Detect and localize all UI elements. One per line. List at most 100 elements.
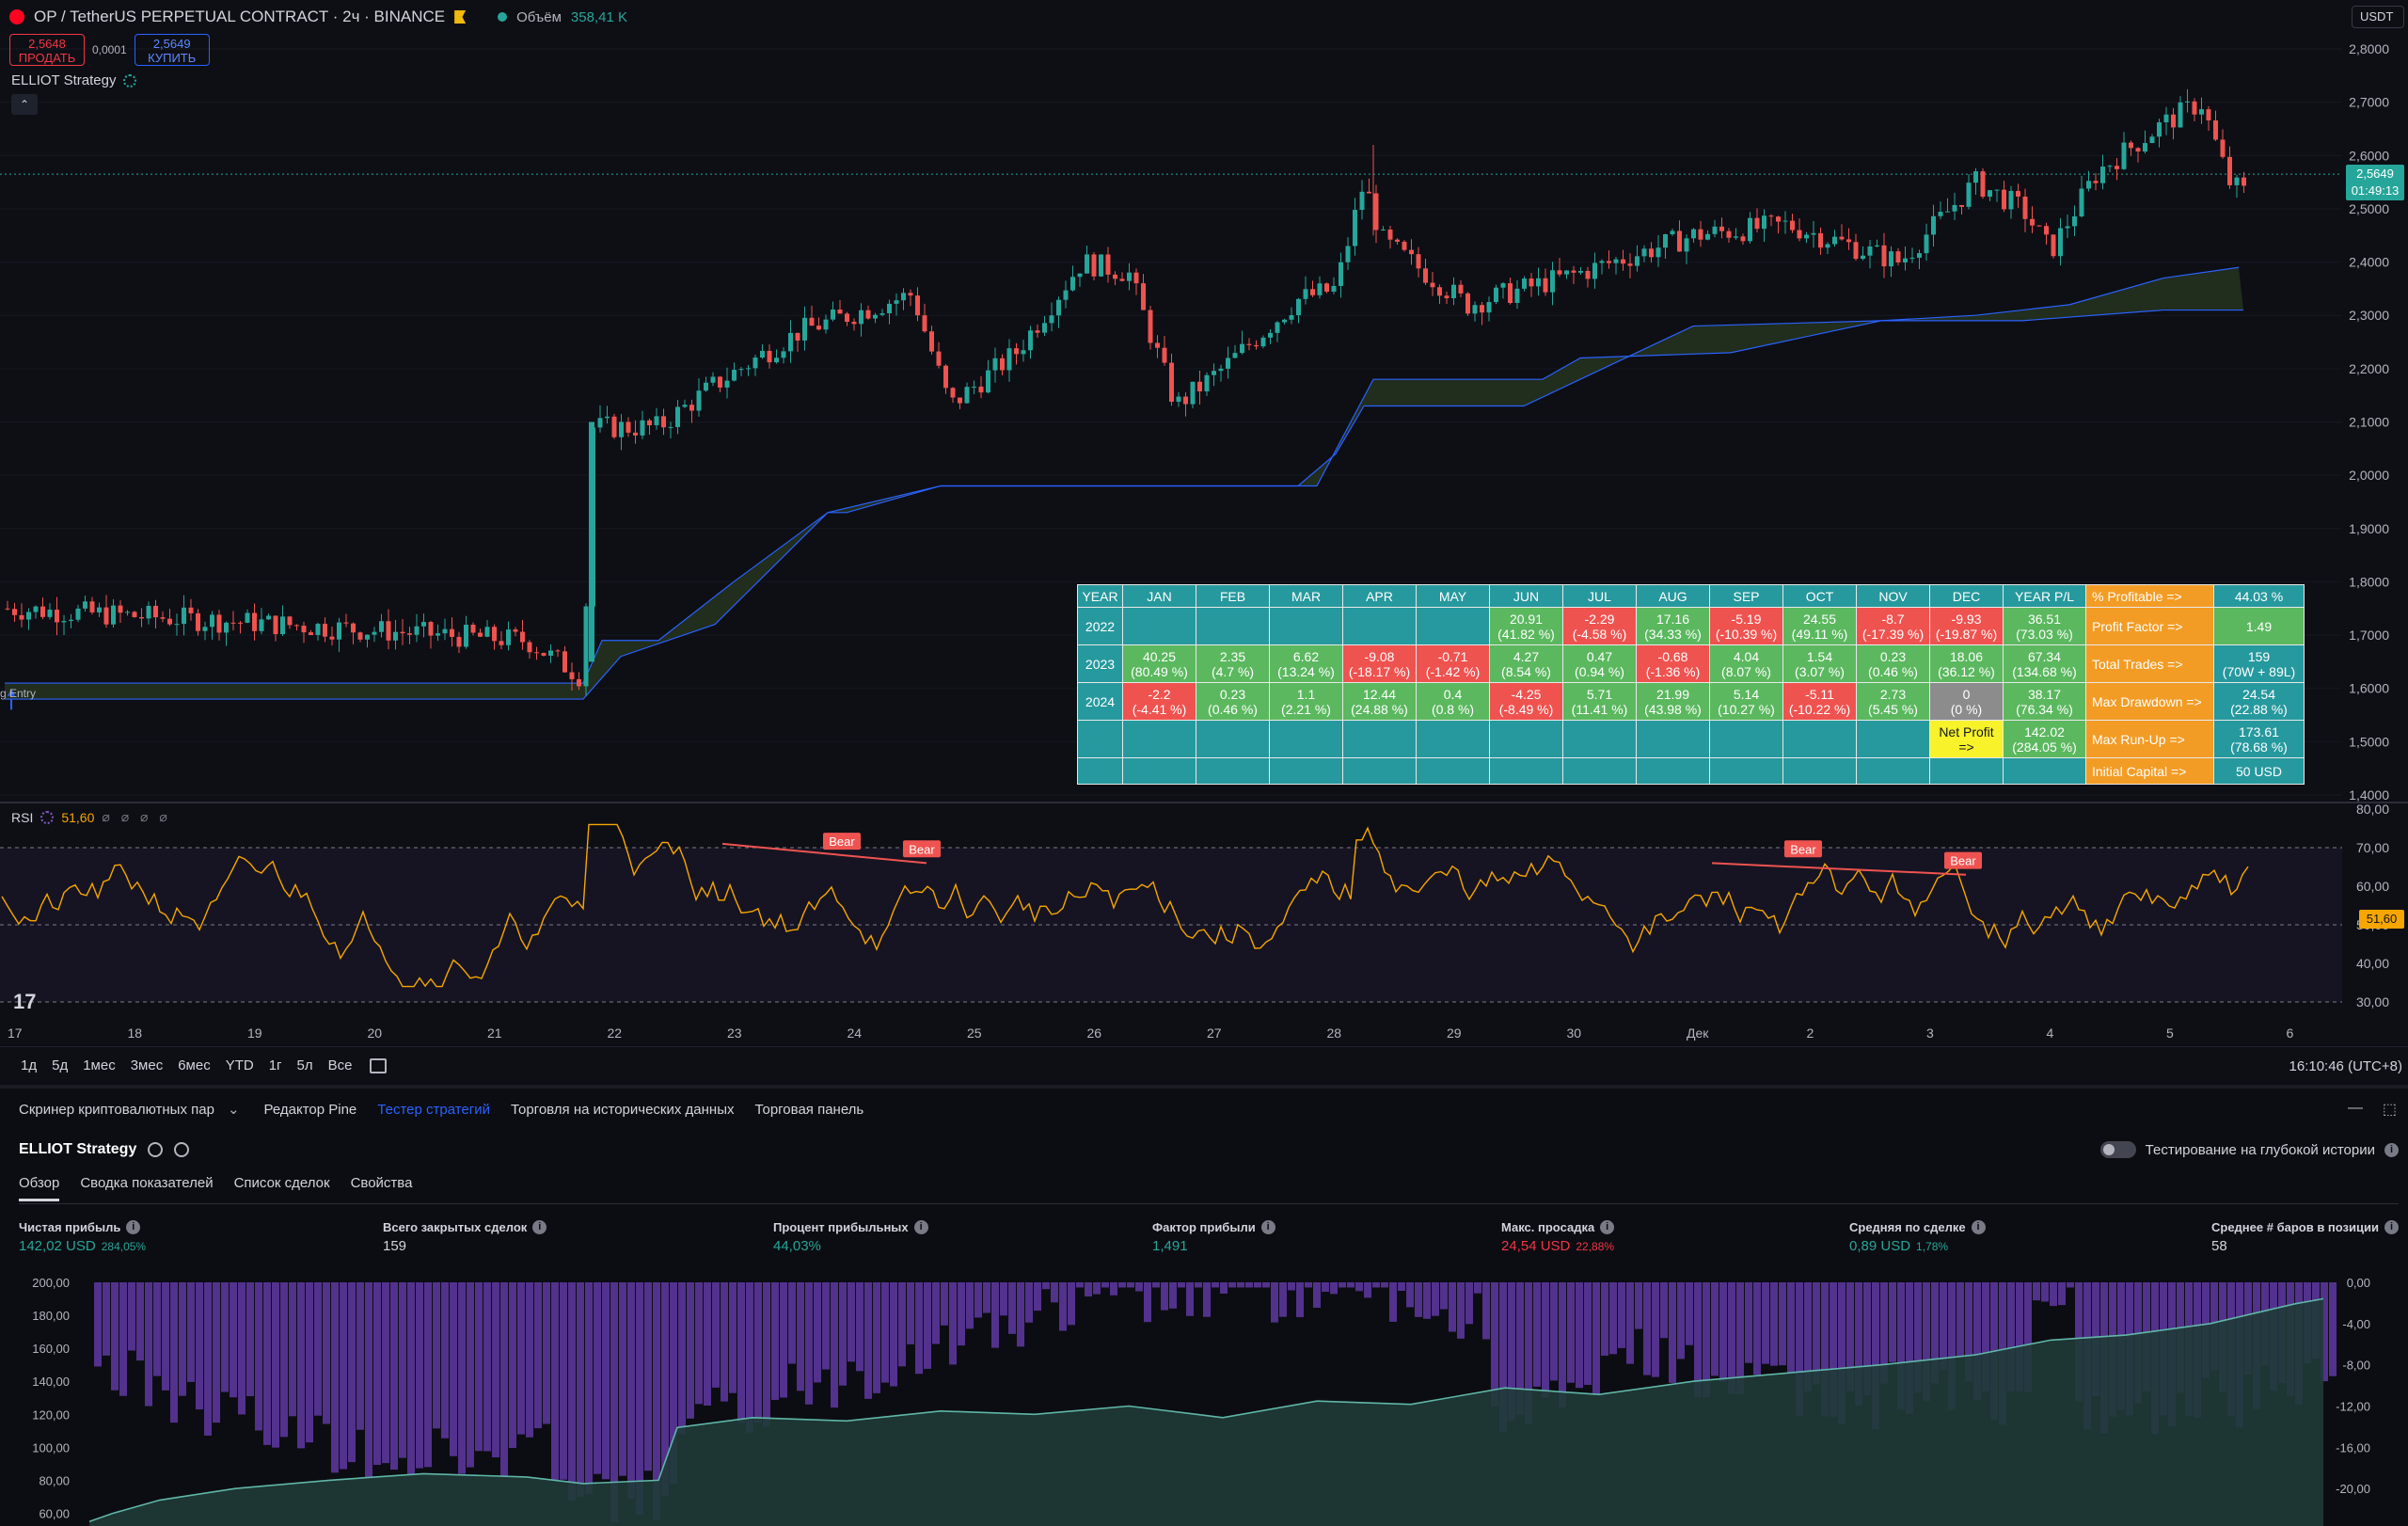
collapse-legend-button[interactable]: ⌃ (11, 94, 38, 115)
rsi-legend[interactable]: RSI 51,60 ⌀ ⌀ ⌀ ⌀ (11, 809, 171, 825)
clock[interactable]: 16:10:46 (UTC+8) (2289, 1058, 2402, 1074)
stat-label: % Profitable => (2085, 584, 2214, 608)
range-button[interactable]: 1г (268, 1057, 282, 1073)
sub-tab[interactable]: Сводка показателей (80, 1175, 214, 1191)
cell-value: 0.23 (1219, 686, 1246, 702)
month-cell: -8.7 (-17.39 %) (1856, 607, 1930, 645)
panel-tab[interactable]: Редактор Pine (263, 1101, 357, 1118)
empty-cell (1077, 757, 1123, 785)
range-button[interactable]: 3мес (130, 1057, 164, 1073)
candle-body (2213, 119, 2218, 140)
info-icon[interactable]: i (1260, 1220, 1275, 1234)
drawdown-bar (924, 1282, 931, 1369)
panel-tab[interactable]: Торговля на исторических данных (511, 1101, 735, 1118)
drawdown-bar (111, 1282, 119, 1391)
flag-icon[interactable] (454, 10, 467, 24)
panel-tab[interactable]: Торговая панель (754, 1101, 864, 1118)
drawdown-bar (170, 1282, 178, 1423)
drawdown-axis-label: -8,00 (2342, 1359, 2370, 1373)
settings-icon[interactable] (148, 1142, 164, 1157)
sub-tab[interactable]: Список сделок (233, 1175, 330, 1191)
sub-tab[interactable]: Обзор (19, 1175, 60, 1201)
candle-body (626, 421, 631, 433)
cell-pct: (2.21 %) (1281, 701, 1331, 717)
deep-backtest-toggle[interactable] (2099, 1141, 2136, 1158)
info-icon[interactable]: i (1600, 1220, 1615, 1234)
drawdown-bar (856, 1282, 863, 1372)
candle-body (1705, 233, 1710, 240)
sell-button[interactable]: 2,5648 ПРОДАТЬ (9, 34, 85, 66)
sub-tab[interactable]: Свойства (350, 1175, 413, 1191)
info-icon[interactable]: i (126, 1220, 141, 1234)
time-axis-label: 21 (487, 1025, 502, 1041)
time-axis-label: 30 (1566, 1025, 1582, 1041)
candle-body (2115, 166, 2119, 169)
drawdown-bar (407, 1282, 415, 1475)
range-button[interactable]: 5д (52, 1057, 69, 1073)
candle-body (809, 317, 815, 326)
candle-body (294, 625, 299, 627)
equity-chart[interactable]: 200,00 180,00 160,00 140,00 120,00 100,00 80,0… (0, 1267, 2408, 1526)
table-header-cell: JUN (1489, 584, 1563, 608)
bear-label-text: Bear (1790, 842, 1816, 856)
info-icon[interactable]: i (532, 1220, 547, 1234)
empty-cell (1122, 757, 1196, 785)
month-cell: -2.29 (-4.58 %) (1562, 607, 1637, 645)
metric-label: Всего закрытых сделок i (383, 1220, 547, 1234)
drawdown-bar (1423, 1282, 1431, 1319)
drawdown-bar (289, 1282, 296, 1417)
candle-body (83, 601, 87, 609)
drawdown-bar (441, 1282, 449, 1439)
time-axis-label: 18 (127, 1025, 143, 1041)
candle-body (1571, 270, 1576, 273)
cell-value: -5.19 (1731, 611, 1762, 627)
tradingview-logo[interactable]: 17 (13, 990, 37, 1013)
candle-body (400, 631, 405, 634)
candle-body (837, 310, 843, 314)
minimize-icon[interactable]: — (2348, 1100, 2363, 1116)
info-icon[interactable]: i (2384, 1220, 2399, 1234)
symbol-title[interactable]: OP / TetherUS PERPETUAL CONTRACT · 2ч · … (34, 8, 446, 25)
empty-cell (1856, 757, 1930, 785)
month-cell: 4.04 (8.07 %) (1709, 644, 1783, 683)
calendar-icon[interactable] (369, 1057, 387, 1073)
time-axis-label: 27 (1207, 1025, 1222, 1041)
price-chart[interactable]: 2,8000 2,7000 2,6000 2,5000 2,4000 2,3000 2,20… (0, 0, 2408, 804)
candle-body (1127, 272, 1132, 281)
market-status-icon (498, 12, 508, 22)
candle-body (118, 605, 123, 613)
cell-value: 0.23 (1879, 648, 1907, 664)
drawdown-bar (551, 1282, 559, 1481)
range-button[interactable]: 6мес (178, 1057, 211, 1073)
panel-tab[interactable]: Тестер стратегий (377, 1101, 490, 1118)
equity-axis-label: 160,00 (32, 1342, 70, 1356)
range-button[interactable]: 5л (296, 1057, 313, 1073)
chevron-down-icon[interactable]: ⌄ (227, 1102, 240, 1118)
range-button[interactable]: Все (327, 1057, 353, 1073)
strategy-legend[interactable]: ELLIOT Strategy (11, 72, 137, 88)
cell-value: 1.49 (2245, 618, 2273, 634)
cell-pct: (-17.39 %) (1861, 626, 1925, 642)
info-icon[interactable]: i (913, 1220, 928, 1234)
range-button[interactable]: YTD (225, 1057, 254, 1073)
range-button[interactable]: 1мес (83, 1057, 116, 1073)
drawdown-bar (297, 1282, 305, 1449)
cell-value: 173.61 (2239, 723, 2279, 739)
maximize-icon[interactable]: ⬚ (2382, 1102, 2397, 1118)
info-icon[interactable]: i (1971, 1220, 1986, 1234)
chart-area[interactable]: 2,8000 2,7000 2,6000 2,5000 2,4000 2,3000 2,20… (0, 0, 2408, 1044)
year-cell: 2022 (1077, 607, 1123, 645)
candle-body (301, 626, 307, 633)
buy-button[interactable]: 2,5649 КУПИТЬ (134, 34, 210, 66)
rsi-pane[interactable]: 80,0070,0060,0050,0040,0030,00BearBearBe… (0, 804, 2408, 1025)
panel-tab[interactable]: Скринер криптовалютных пар (19, 1101, 214, 1118)
range-button[interactable]: 1д (21, 1057, 38, 1073)
time-axis[interactable]: 17 18 19 20 21 22 23 24 25 26 27 28 29 30 Дек 2 3 4 5 6 (0, 1025, 2408, 1046)
bear-label: Bear (1784, 840, 1822, 858)
equity-axis-label: 140,00 (32, 1375, 70, 1389)
candle-body (1226, 358, 1230, 369)
drawdown-bar (991, 1282, 999, 1348)
alert-icon[interactable] (174, 1142, 190, 1157)
currency-selector[interactable]: USDT (2352, 6, 2404, 28)
info-icon[interactable]: i (2384, 1142, 2399, 1157)
